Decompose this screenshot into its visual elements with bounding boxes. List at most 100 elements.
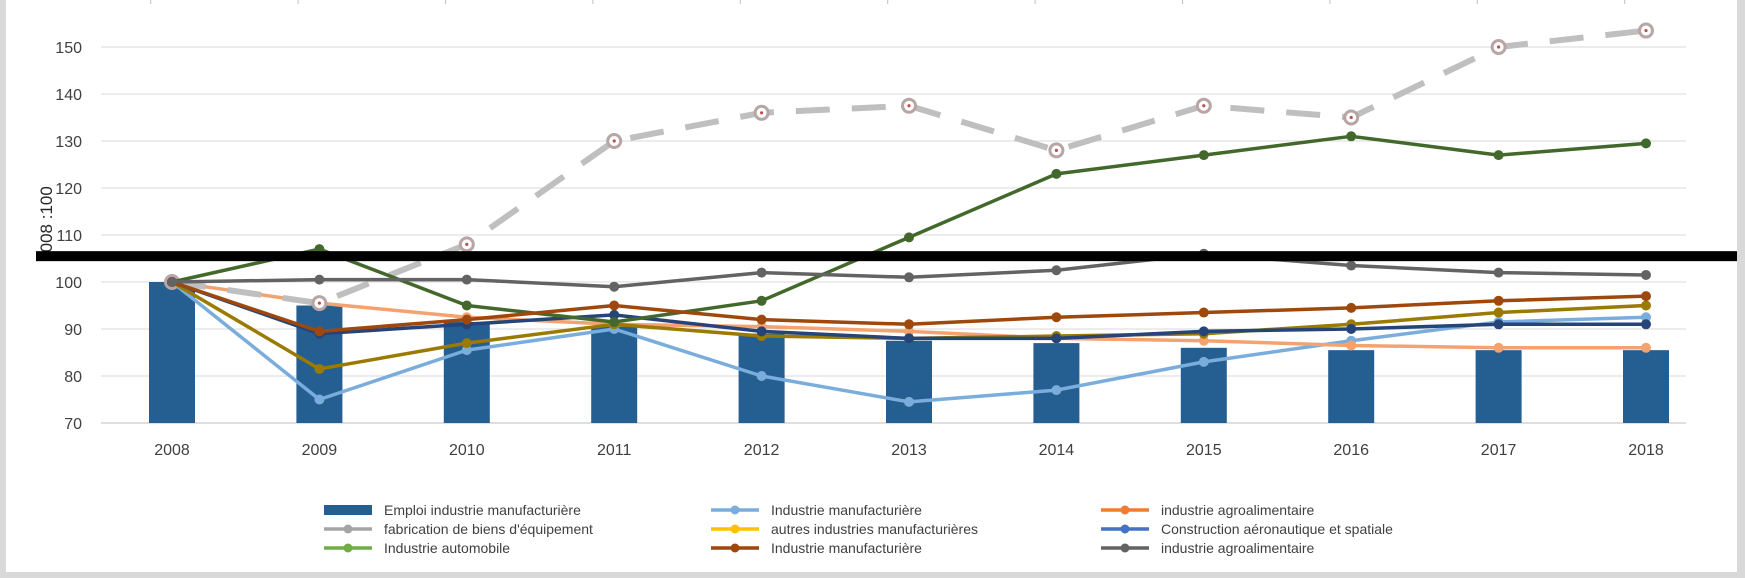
legend-label: fabrication de biens d'équipement [384,521,593,537]
series-line [171,134,1647,324]
x-tick-label: 2008 [154,442,190,459]
legend-item: fabrication de biens d'équipement [324,521,593,537]
series-point [1493,319,1504,330]
legend-item: industrie agroalimentaire [1101,502,1315,518]
y-tick-label: 110 [56,228,82,245]
series-point-center [317,301,321,305]
x-tick-label: 2017 [1481,442,1517,459]
series-point [1051,168,1062,179]
series-point [461,345,472,356]
legend-label: Industrie automobile [384,540,510,556]
line-series [164,22,1654,407]
series-point [1493,150,1504,161]
series-point [314,326,325,337]
legend-marker [730,505,740,515]
line-series-group [164,22,1654,312]
series-point [1051,312,1062,323]
bar [149,282,195,423]
legend-item: Industrie manufacturière [711,540,922,556]
y-tick-label: 140 [55,87,82,104]
x-tick-label: 2012 [744,442,780,459]
bar [1033,343,1080,423]
bar [1328,350,1375,423]
series-point [756,267,767,278]
series-point [609,316,620,327]
series-point-center [907,104,911,108]
x-tick-label: 2010 [449,442,485,459]
x-tick-label: 2013 [891,442,927,459]
series-point-center [1349,115,1353,120]
series-point [904,232,914,243]
series-point [609,300,620,311]
y-tick-label: 70 [64,416,82,433]
series-point [314,394,325,405]
series-point [461,274,472,285]
legend-marker [343,524,353,534]
series-point-center [465,242,469,246]
series-point [904,319,914,330]
series-point [461,314,472,325]
legend-item: Emploi industrie manufacturière [324,502,581,518]
series-point [167,277,177,287]
legend-label: autres industries manufacturières [771,521,978,537]
legend-swatch [324,505,372,515]
legend-item: Industrie automobile [324,540,510,556]
y-tick-labels: 70 80 90 100 110 120 130 140 150 [55,40,82,433]
legend-marker [1120,543,1130,553]
series-point [1641,291,1651,302]
legend-label: Construction aéronautique et spatiale [1161,521,1393,537]
legend: Emploi industrie manufacturière Industrie… [324,502,1393,556]
series-point [1198,335,1209,346]
series-point-center [1054,148,1058,152]
line-series-group [167,277,1651,344]
x-tick-label: 2014 [1039,442,1075,459]
series-point [461,300,472,311]
series-point-center [1644,28,1648,33]
series-point [904,326,914,337]
chart-frame: 70 80 90 100 110 120 130 140 150 2008 :100 2008 2… [6,0,1737,572]
bar [443,321,490,423]
legend-label: Industrie manufacturière [771,540,922,556]
series-point [314,363,325,374]
y-tick-label: 150 [55,40,82,57]
series-point [904,396,914,407]
y-axis-title: 2008 :100 [37,186,56,262]
series-point [1641,342,1651,353]
x-tick-label: 2015 [1186,442,1222,459]
series-point [1051,333,1062,344]
series-point [1198,150,1209,161]
series-line [171,27,1647,307]
x-tick-label: 2016 [1333,442,1369,459]
legend-item: autres industries manufacturières [711,521,978,537]
bar [1475,350,1522,423]
top-edge-ticks [150,0,1626,4]
x-tick-label: 2009 [302,442,338,459]
series-point [1346,324,1357,334]
legend-marker [1120,524,1130,534]
series-point [1346,340,1357,351]
legend-item: Industrie manufacturière [711,502,922,518]
legend-marker [1120,505,1130,515]
series-point [756,326,767,337]
series-point [904,272,914,283]
series-point [609,281,620,292]
bar [886,340,932,423]
series-point [1346,131,1357,142]
series-point-center [760,111,764,115]
series-point [609,309,620,320]
series-point [1198,356,1209,367]
series-point [1346,260,1357,271]
series-point [1641,319,1651,330]
legend-label: Emploi industrie manufacturière [384,502,581,518]
y-tick-label: 130 [55,134,82,151]
series-point [1198,326,1209,337]
legend-label: industrie agroalimentaire [1161,540,1315,556]
series-point [1641,312,1651,323]
series-point [756,371,767,381]
legend-item: Construction aéronautique et spatiale [1101,521,1393,537]
y-tick-label: 100 [55,275,82,292]
x-tick-label: 2011 [597,442,632,459]
legend-marker [343,543,353,553]
y-tick-label: 90 [64,322,82,339]
